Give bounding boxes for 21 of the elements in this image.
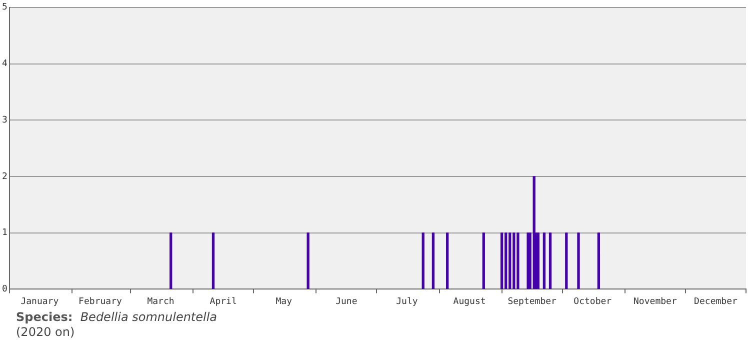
text: Bedellia somnulentella	[80, 310, 218, 324]
y-tick-label: 1	[2, 228, 8, 238]
x-tick-label: January	[20, 296, 60, 307]
x-tick-label: March	[147, 296, 174, 307]
x-tick-label: October	[574, 296, 612, 307]
y-tick-label: 0	[2, 284, 8, 295]
x-tick-label: November	[634, 296, 678, 307]
y-tick-label: 3	[2, 115, 8, 126]
text: Species:	[16, 310, 73, 324]
x-tick-label: February	[78, 296, 122, 307]
x-tick-label: June	[336, 296, 358, 307]
y-tick-label: 2	[2, 172, 8, 182]
x-tick-label: July	[396, 296, 418, 307]
x-tick-label: September	[508, 296, 558, 307]
x-tick-label: April	[210, 296, 237, 307]
text: (2020 on)	[16, 325, 76, 340]
x-tick-label: May	[276, 296, 293, 307]
x-tick-label: December	[694, 296, 738, 307]
y-tick-label: 5	[2, 2, 8, 13]
x-tick-label: August	[453, 296, 486, 307]
y-tick-label: 4	[2, 59, 8, 70]
